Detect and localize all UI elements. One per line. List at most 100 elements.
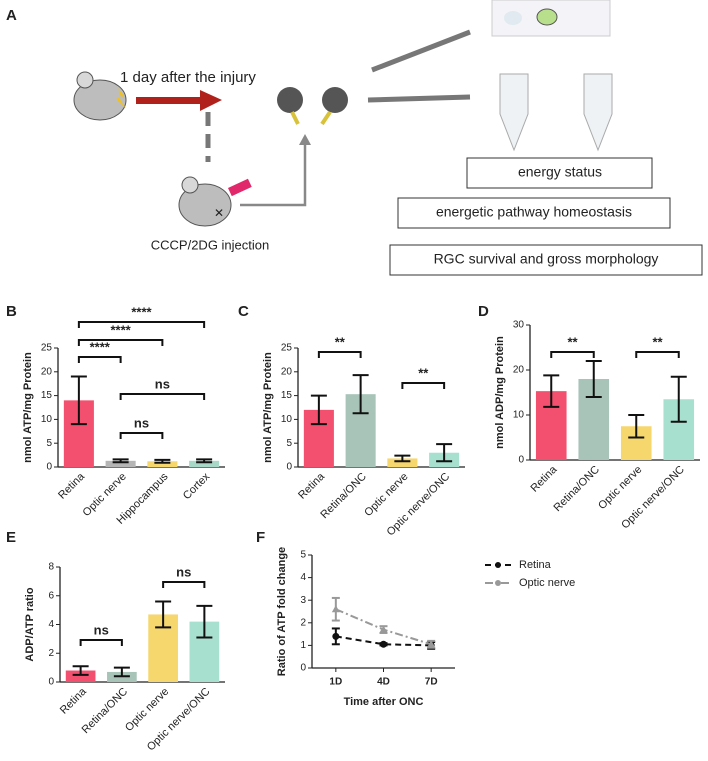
y-tick-label: 20 <box>41 366 53 377</box>
x-tick-label: 1D <box>329 677 342 688</box>
schematic: 1 day after the injury ✕ CCCP/2DG inject… <box>73 0 703 276</box>
significance-bracket <box>77 356 122 363</box>
outcome-box <box>466 157 653 189</box>
point <box>380 640 387 648</box>
outcome-box <box>389 244 703 276</box>
arrow-label: 1 day after the injury <box>120 69 256 86</box>
mouse-ear <box>181 176 199 194</box>
y-tick-label: 25 <box>41 343 53 354</box>
panel-label: A <box>6 7 17 24</box>
y-tick-label: 5 <box>46 438 52 449</box>
significance-bracket <box>77 321 206 328</box>
significance-label: **** <box>90 339 111 354</box>
significance-bracket <box>162 581 206 588</box>
significance-label: ns <box>176 564 191 579</box>
y-tick-label: 0 <box>300 663 306 674</box>
y-tick-label: 4 <box>48 619 54 630</box>
arrow-head <box>299 134 311 145</box>
legend-label: Retina <box>519 559 552 571</box>
arrow <box>136 97 202 104</box>
y-tick-label: 20 <box>513 365 525 376</box>
outcome-text: energetic pathway homeostasis <box>436 204 632 220</box>
x-tick-label: Retina <box>528 463 560 495</box>
x-tick-label: 4D <box>377 677 390 688</box>
significance-bracket <box>77 339 164 346</box>
y-tick-label: 5 <box>286 438 292 449</box>
significance-bracket <box>550 351 595 358</box>
mouse-ear <box>76 71 94 89</box>
bar <box>189 460 220 467</box>
point <box>379 625 388 633</box>
significance-bracket <box>119 432 164 439</box>
x-tick-label: Cortex <box>181 470 213 502</box>
eye-icon <box>322 87 348 113</box>
x-axis-label: Time after ONC <box>344 696 424 708</box>
y-tick-label: 8 <box>48 562 54 573</box>
injection-label: CCCP/2DG injection <box>151 237 270 252</box>
significance-bracket <box>401 382 446 389</box>
panel-label: F <box>256 529 265 546</box>
y-tick-label: 20 <box>281 366 293 377</box>
eye-icon <box>277 87 303 113</box>
mouse-icon <box>73 79 127 121</box>
x-tick-label: Retina/ONC <box>552 464 602 514</box>
tube <box>583 73 613 152</box>
bar <box>147 461 178 467</box>
panel-label: B <box>6 303 17 320</box>
y-axis-label: nmol ADP/mg Protein <box>494 336 506 449</box>
legend-label: Optic nerve <box>519 577 575 589</box>
y-tick-label: 30 <box>513 320 525 331</box>
outcome-text: RGC survival and gross morphology <box>434 251 659 267</box>
bar <box>105 460 136 467</box>
x-tick-label: Retina <box>296 470 328 502</box>
y-tick-label: 4 <box>300 572 306 583</box>
y-tick-label: 2 <box>300 617 306 628</box>
significance-bracket <box>635 351 680 358</box>
outcome-text: energy status <box>518 164 602 180</box>
significance-label: ns <box>134 415 149 430</box>
significance-label: ** <box>567 334 578 349</box>
y-axis-label: Ratio of ATP fold change <box>276 547 288 676</box>
x-tick-label: Retina <box>56 470 88 502</box>
point <box>331 605 340 613</box>
y-tick-label: 6 <box>48 590 54 601</box>
y-tick-label: 2 <box>48 648 54 659</box>
significance-label: ** <box>652 334 663 349</box>
y-tick-label: 15 <box>41 390 53 401</box>
significance-label: ns <box>94 622 109 637</box>
significance-bracket <box>119 393 206 400</box>
y-tick-label: 15 <box>281 390 293 401</box>
connector <box>367 94 471 103</box>
legend-marker <box>495 562 501 568</box>
y-tick-label: 10 <box>513 410 525 421</box>
panel-label: D <box>478 303 489 320</box>
series-line <box>335 635 432 647</box>
y-tick-label: 0 <box>518 455 524 466</box>
y-tick-label: 0 <box>46 462 52 473</box>
mouse-icon <box>178 183 232 227</box>
y-tick-label: 10 <box>41 414 53 425</box>
significance-bracket <box>79 639 123 646</box>
y-axis-label: nmol ATP/mg Protein <box>262 352 274 463</box>
y-tick-label: 3 <box>300 595 306 606</box>
panel-label: C <box>238 303 249 320</box>
y-tick-label: 10 <box>281 414 293 425</box>
y-tick-label: 1 <box>300 640 306 651</box>
y-tick-label: 5 <box>300 550 306 561</box>
significance-label: **** <box>131 304 152 319</box>
x-tick-label: 7D <box>425 677 438 688</box>
injury-icon <box>116 88 126 108</box>
optic-nerve-icon <box>290 111 300 125</box>
bar <box>65 670 96 682</box>
panel-label: E <box>6 529 16 546</box>
tube <box>499 73 529 152</box>
y-axis-label: nmol ATP/mg Protein <box>22 352 34 463</box>
arrow-head <box>200 90 222 111</box>
outcome-box <box>397 197 671 229</box>
connector <box>240 142 307 207</box>
y-tick-label: 0 <box>48 677 54 688</box>
injection-mark: ✕ <box>214 206 224 220</box>
significance-label: ** <box>335 334 346 349</box>
significance-label: ns <box>155 376 170 391</box>
